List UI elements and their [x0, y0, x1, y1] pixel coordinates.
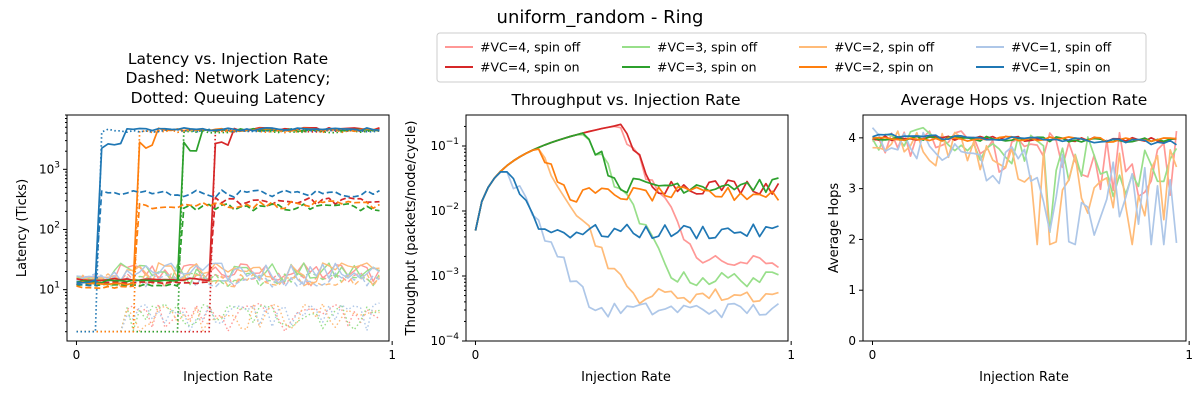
legend-label: #VC=2, spin off — [834, 40, 935, 55]
series-line-network-spin-on — [76, 189, 380, 287]
axes-frame — [465, 114, 789, 342]
series-line-hops — [872, 133, 1177, 146]
series-line-queuing-spin-on — [76, 128, 380, 333]
hops-title: Average Hops vs. Injection Rate — [901, 91, 1148, 109]
legend-label: #VC=4, spin off — [480, 40, 581, 55]
series-line-throughput — [474, 148, 780, 231]
series-line-throughput — [474, 133, 779, 288]
y-tick-label: 10−1 — [430, 137, 459, 153]
x-tick-label: 1 — [787, 348, 795, 362]
legend-frame — [436, 32, 1147, 83]
hops-panel: Average Hops vs. Injection Rate Injectio… — [827, 91, 1193, 385]
legend: #VC=4, spin off #VC=4, spin on #VC=3, spin… — [436, 32, 1147, 83]
latency-title-line-3: Dotted: Queuing Latency — [131, 89, 326, 107]
series-line-throughput — [474, 171, 779, 240]
y-tick-label: 103 — [39, 160, 60, 176]
series-line-throughput — [474, 148, 779, 305]
series-line-queuing-spin-on — [76, 128, 380, 333]
latency-panel: Latency vs. Injection Rate Dashed: Netwo… — [15, 50, 396, 385]
hops-ylabel: Average Hops — [827, 183, 842, 273]
legend-label: #VC=3, spin on — [657, 60, 757, 75]
y-tick-label: 2 — [848, 232, 856, 246]
axes-frame — [862, 114, 1187, 342]
series-line-queuing-spin-on — [76, 128, 380, 333]
x-tick-label: 0 — [869, 348, 877, 362]
latency-title-line-1: Latency vs. Injection Rate — [128, 50, 328, 68]
throughput-panel: Throughput vs. Injection Rate Injection … — [404, 91, 795, 385]
y-tick-label: 10−4 — [430, 332, 459, 348]
x-tick-label: 1 — [388, 348, 396, 362]
y-tick-label: 10−2 — [430, 202, 459, 218]
y-tick-label: 0 — [848, 334, 856, 348]
series-line-network-spin-on — [76, 200, 380, 290]
series-line-total-spin-on — [76, 127, 380, 284]
series-line-hops — [871, 127, 1178, 246]
series-line-queuing-spin-off — [76, 302, 380, 333]
y-tick-label: 3 — [848, 182, 856, 196]
series-line-network-spin-on — [76, 196, 380, 285]
legend-label: #VC=3, spin off — [657, 40, 758, 55]
throughput-xlabel: Injection Rate — [581, 370, 671, 385]
legend-label: #VC=2, spin on — [834, 60, 934, 75]
hops-xlabel: Injection Rate — [979, 370, 1069, 385]
series-line-queuing-spin-on — [76, 128, 380, 333]
throughput-title: Throughput vs. Injection Rate — [511, 91, 741, 109]
x-tick-label: 0 — [73, 348, 81, 362]
legend-label: #VC=1, spin on — [1011, 60, 1111, 75]
series-line-throughput — [474, 123, 780, 231]
axes-frame — [66, 114, 390, 342]
series-line-total-spin-on — [76, 127, 380, 286]
series-line-network-spin-off — [75, 272, 381, 288]
legend-label: #VC=1, spin off — [1011, 40, 1112, 55]
series-line-total-spin-off — [76, 262, 380, 286]
latency-ylabel: Latency (Ticks) — [15, 179, 30, 277]
series-line-total-spin-on — [76, 127, 380, 284]
series-line-hops — [872, 135, 1177, 144]
latency-xlabel: Injection Rate — [183, 370, 273, 385]
y-tick-label: 10−3 — [430, 267, 459, 283]
series-line-queuing-spin-off — [76, 303, 380, 333]
series-line-total-spin-on — [76, 126, 380, 282]
throughput-ylabel: Throughput (packets/node/cycle) — [404, 121, 419, 337]
x-tick-label: 0 — [472, 348, 480, 362]
y-tick-label: 4 — [848, 131, 856, 145]
latency-title-line-2: Dashed: Network Latency; — [126, 69, 331, 87]
y-tick-label: 1 — [848, 283, 856, 297]
y-tick-label: 102 — [39, 220, 60, 236]
series-line-hops — [872, 130, 1178, 246]
series-line-network-spin-off — [76, 272, 380, 288]
series-line-network-spin-on — [76, 202, 380, 287]
x-tick-label: 1 — [1185, 348, 1193, 362]
y-tick-label: 101 — [39, 281, 60, 297]
series-line-total-spin-off — [76, 262, 380, 286]
legend-label: #VC=4, spin on — [480, 60, 580, 75]
figure-suptitle: uniform_random - Ring — [497, 7, 704, 28]
series-line-throughput — [474, 171, 780, 319]
